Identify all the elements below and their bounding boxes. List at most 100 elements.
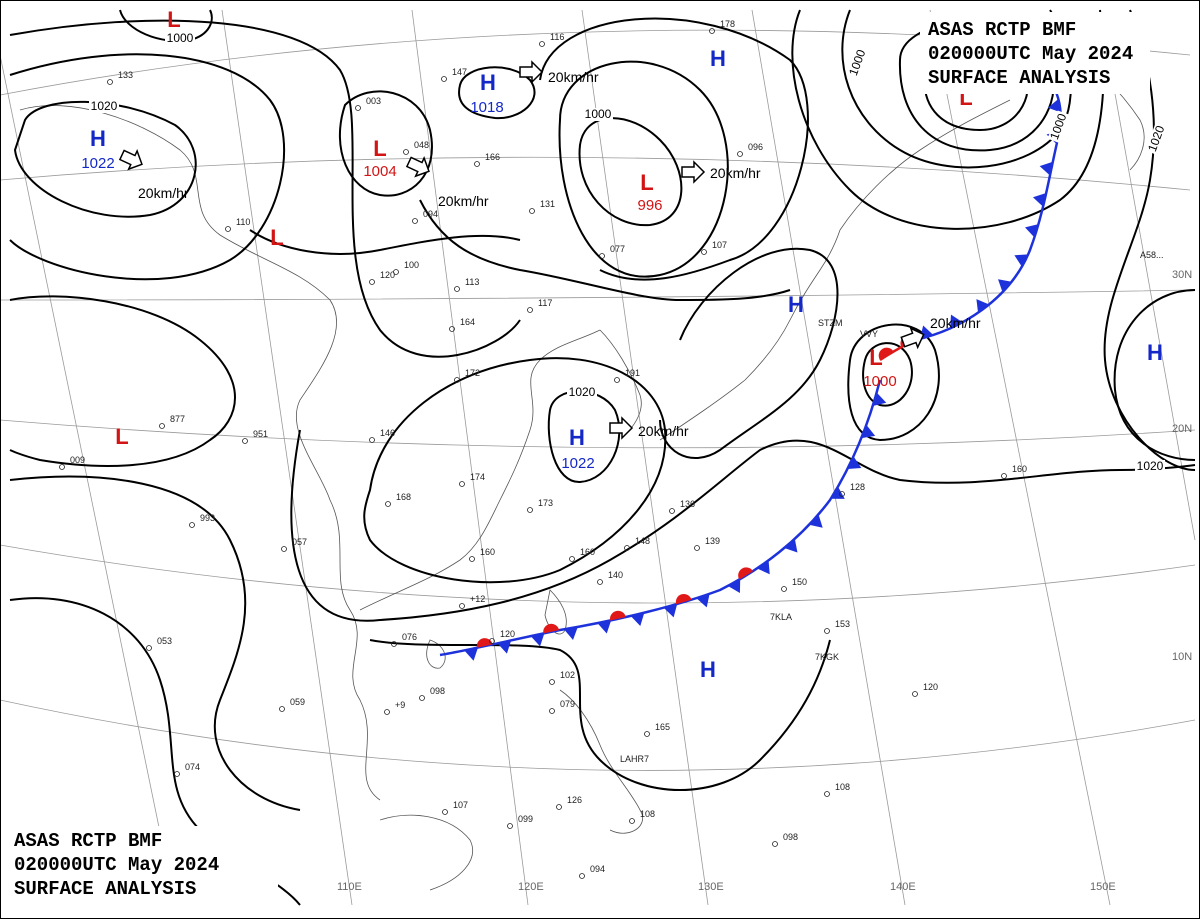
station-circle-s43	[174, 771, 180, 777]
station-s13: 120	[380, 270, 395, 280]
meridian-150e	[929, 9, 1111, 906]
isobar-label-bg-6	[1135, 460, 1165, 473]
parallel-0	[0, 699, 1196, 771]
station-s33: 140	[608, 570, 623, 580]
header-top-line2: 020000UTC May 2024	[928, 43, 1133, 65]
front-symbols	[464, 98, 1061, 661]
cold-front-symbol	[847, 456, 862, 470]
coast-kuril	[839, 99, 1011, 231]
station-circle-s1	[107, 79, 113, 85]
station-s55: 110	[236, 217, 250, 227]
station-circle-s2	[441, 76, 447, 82]
station-s41: 098	[430, 686, 445, 696]
center-pressure-9: 996	[637, 197, 662, 214]
station-s17: 172	[465, 368, 480, 378]
coast-japan	[659, 229, 841, 441]
station-s28: 160	[480, 547, 495, 557]
station-s22: 993	[200, 513, 215, 523]
isobar-label-bg-7	[1145, 122, 1168, 156]
cold-front-triangle	[950, 314, 963, 329]
stationary-front-symbol	[543, 623, 560, 634]
cold-front-triangle	[830, 486, 845, 499]
meridian-160e	[1099, 9, 1196, 541]
station-s45: 099	[518, 814, 533, 824]
cold-front-triangle	[1047, 98, 1061, 113]
movement-arrow-shape-5	[609, 416, 634, 440]
warm-front-semicircle	[543, 623, 560, 634]
center-low-11: L	[115, 424, 128, 449]
station-s10: 094	[423, 209, 438, 219]
station-circle-s7	[737, 151, 743, 157]
isobar-low1000-outer	[847, 323, 940, 442]
header-bottom-line2: 020000UTC May 2024	[14, 854, 219, 876]
movement-arrow-3	[681, 160, 706, 184]
isobar-low996-outer	[558, 60, 729, 278]
station-circle-s54	[772, 841, 778, 847]
station-s43: 074	[185, 762, 200, 772]
station-s47: 079	[560, 699, 575, 709]
isobar-high-west-inner	[13, 100, 197, 218]
station-7KLA: 7KLA	[770, 612, 792, 622]
cold-front-triangle	[1039, 161, 1053, 176]
center-low-13: L	[869, 345, 882, 370]
cold-front-symbol	[757, 560, 770, 575]
station-s6: 178	[720, 19, 735, 29]
center-low-10: L	[270, 225, 283, 250]
stationary-front-symbol	[675, 594, 692, 605]
isobar-china-ring	[363, 357, 667, 584]
movement-label-2: 20km/hr	[438, 193, 489, 209]
station-s29: 160	[580, 547, 595, 557]
station-circle-s19	[159, 423, 165, 429]
cold-front-symbol	[784, 538, 798, 553]
station-circle-s12	[701, 249, 707, 255]
isobar-east-high	[1113, 289, 1196, 461]
warm-front-symbol	[878, 347, 894, 360]
cold-front-triangle	[861, 424, 876, 439]
station-s48: 165	[655, 722, 670, 732]
cold-front-symbol	[497, 640, 512, 654]
movement-arrow-shape-0	[118, 149, 143, 171]
movement-arrow-1	[519, 60, 544, 84]
station-circle-s49	[556, 804, 562, 810]
station-circle-s31	[694, 545, 700, 551]
station-circle-s33	[597, 579, 603, 585]
station-s15: 117	[538, 298, 552, 308]
station-s16: 164	[460, 317, 475, 327]
station-circle-s51	[579, 873, 585, 879]
center-high-6: H	[700, 657, 716, 682]
movement-label-3: 20km/hr	[710, 165, 761, 181]
station-circle-s6	[709, 28, 715, 34]
station-circle-s53	[824, 791, 830, 797]
grid-labels: 110E 120E 130E 140E 150E 30N 20N 10N	[337, 269, 1192, 893]
station-s7: 096	[748, 142, 763, 152]
isobar-label-3: 1020	[569, 385, 596, 399]
lat-label-30N: 30N	[1172, 269, 1192, 281]
station-circle-s48	[644, 731, 650, 737]
cold-front-triangle	[1024, 224, 1039, 238]
isobar-center-2	[249, 229, 521, 255]
isobar-high-west-outer	[9, 53, 286, 281]
station-s57: +9	[395, 700, 405, 710]
warm-front-semicircle	[675, 594, 692, 605]
cold-front-symbol	[530, 633, 545, 647]
warm-front-semicircle	[476, 638, 493, 648]
cold-front-symbol	[727, 579, 741, 594]
station-circle-s11	[599, 253, 605, 259]
movement-arrow-shape-1	[519, 60, 544, 84]
station-s50: 108	[640, 809, 655, 819]
station-circle-s56	[393, 269, 399, 275]
station-s46: 102	[560, 670, 575, 680]
stationary-front-symbol	[476, 638, 493, 648]
station-s39: 076	[402, 632, 417, 642]
station-circle-s40	[489, 638, 495, 644]
station-circle-s27	[527, 507, 533, 513]
lon-label-120E: 120E	[518, 881, 544, 893]
cold-front-triangle	[564, 626, 578, 640]
meridian-100e	[0, 54, 176, 906]
station-circle-s41	[419, 695, 425, 701]
station-circle-s22	[189, 522, 195, 528]
coast-north-asia	[19, 105, 381, 801]
station-s23: 146	[380, 428, 395, 438]
station-circle-s36	[824, 628, 830, 634]
movement-arrow-4	[900, 327, 925, 350]
